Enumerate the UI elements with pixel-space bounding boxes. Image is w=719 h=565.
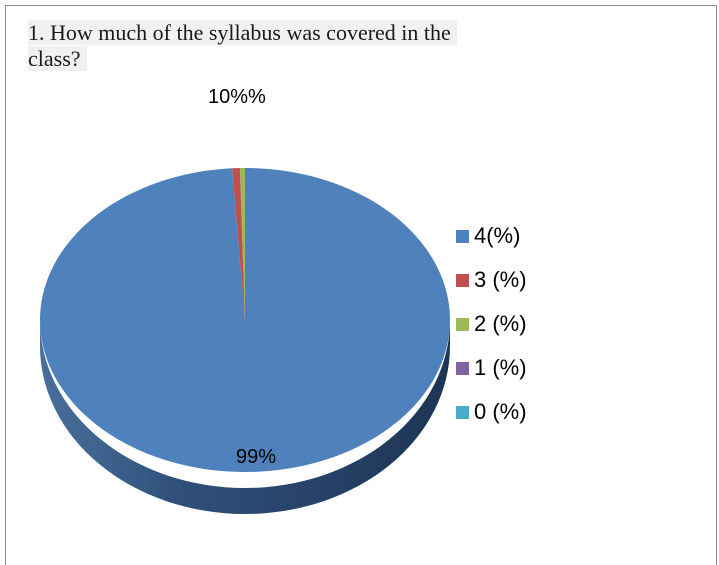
pie-slice-2 (239, 168, 245, 320)
chart-frame (5, 5, 717, 565)
legend-item-3: 3 (%) (456, 258, 527, 302)
legend-swatch-1 (456, 361, 469, 375)
legend-label-0: 0 (%) (474, 399, 527, 424)
pie-slice-3 (232, 168, 245, 320)
legend-item-0: 0 (%) (456, 390, 527, 434)
question-line-2: class? (28, 46, 87, 71)
legend-label-4: 4(%) (474, 223, 521, 248)
question-text: 1. How much of the syllabus was covered … (28, 20, 457, 72)
legend-label-1: 1 (%) (474, 355, 527, 380)
pie-chart: 99% (40, 168, 451, 514)
legend-label-3: 3 (%) (474, 267, 527, 292)
legend-swatch-2 (456, 317, 469, 331)
chart-title: 10%% (208, 86, 266, 108)
legend-item-4: 4(%) (456, 214, 527, 258)
pie-slice-4 (40, 168, 451, 473)
data-label-4: 99% (236, 446, 276, 468)
legend-swatch-4 (456, 229, 469, 243)
legend-swatch-0 (456, 405, 469, 419)
legend-item-1: 1 (%) (456, 346, 527, 390)
legend-item-2: 2 (%) (456, 302, 527, 346)
legend-label-2: 2 (%) (474, 311, 527, 336)
pie-side-band (40, 320, 450, 514)
legend-swatch-3 (456, 273, 469, 287)
legend: 4(%) 3 (%) 2 (%) 1 (%) 0 (%) (456, 214, 527, 434)
question-line-1: 1. How much of the syllabus was covered … (28, 20, 457, 45)
